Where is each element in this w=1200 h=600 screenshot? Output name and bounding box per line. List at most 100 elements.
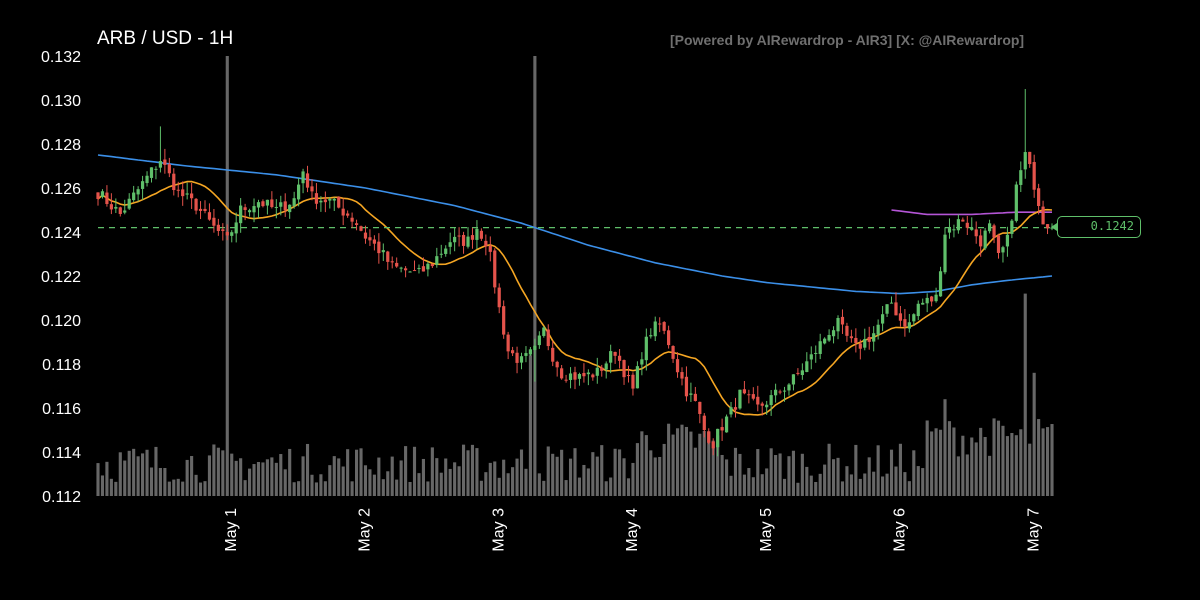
volume-bar: [626, 478, 631, 496]
candle: [760, 401, 764, 416]
candle-body: [337, 196, 341, 208]
candle: [457, 227, 461, 247]
candle-body: [791, 374, 796, 385]
volume-bar: [533, 56, 537, 496]
candle-body: [582, 372, 586, 377]
y-tick-label: 0.130: [41, 93, 81, 110]
candle: [898, 306, 903, 327]
candle-body: [314, 193, 319, 204]
candle-body: [782, 390, 787, 392]
candle-body: [475, 228, 479, 240]
candle: [377, 233, 381, 264]
candle-body: [747, 394, 751, 396]
volume-bar: [742, 474, 746, 496]
candle: [274, 199, 278, 219]
candle: [791, 374, 796, 391]
candle-body: [707, 431, 711, 443]
volume-bar: [867, 457, 871, 496]
candle-body: [198, 208, 203, 211]
volume-bar: [756, 449, 760, 496]
candle-body: [916, 303, 920, 317]
candle: [591, 373, 595, 381]
candle-body: [551, 347, 555, 362]
candle-body: [987, 223, 992, 232]
volume-bar: [506, 473, 510, 496]
candle: [925, 293, 929, 313]
candle-body: [880, 314, 885, 324]
candle: [515, 346, 519, 374]
candle: [399, 266, 403, 273]
candle: [403, 266, 408, 278]
volume-bar: [832, 459, 836, 496]
volume-bar: [622, 458, 626, 496]
candle-body: [1001, 247, 1005, 253]
volume-bar: [551, 453, 555, 496]
candle: [818, 333, 822, 360]
candle-body: [947, 228, 952, 233]
candle-body: [778, 391, 782, 393]
candle-body: [952, 229, 956, 231]
volume-bar: [1001, 425, 1005, 496]
candle-body: [341, 208, 345, 216]
volume-bar: [528, 355, 532, 496]
candle-body: [671, 346, 675, 359]
volume-bar: [1045, 427, 1050, 496]
volume-bar: [221, 450, 225, 496]
candle-body: [354, 223, 359, 225]
y-tick-label: 0.126: [41, 181, 81, 198]
volume-bar: [609, 477, 613, 496]
candle-body: [711, 441, 715, 449]
candle: [105, 185, 109, 207]
candle-body: [439, 253, 443, 255]
volume-bar: [109, 478, 113, 496]
volume-bar: [952, 427, 956, 496]
candle-body: [435, 256, 439, 265]
y-tick-label: 0.118: [42, 357, 81, 374]
candle-body: [305, 173, 310, 188]
volume-bar: [190, 456, 194, 496]
candle: [987, 219, 992, 234]
candle: [617, 349, 622, 369]
candle: [1023, 89, 1027, 179]
candle: [582, 363, 586, 383]
candle-body: [252, 206, 256, 213]
x-axis: May 1 May 2 May 3 May 4 May 5 May 6 May 7: [223, 508, 1043, 552]
candle: [577, 372, 582, 386]
candle: [426, 261, 430, 277]
volume-bar: [702, 431, 706, 496]
candle-body: [787, 384, 791, 391]
candle-body: [1037, 188, 1041, 206]
candle: [858, 339, 862, 360]
candle: [840, 309, 845, 334]
volume-bar: [635, 443, 639, 496]
candle: [212, 208, 216, 233]
volume-bar: [444, 458, 448, 496]
volume-bar: [876, 445, 880, 496]
candle: [314, 183, 319, 210]
volume-bar: [457, 466, 461, 496]
volume-bar: [863, 473, 867, 496]
volume-bar: [1023, 293, 1027, 496]
volume-bar: [430, 447, 434, 496]
volume-bar: [809, 475, 813, 496]
candle: [198, 201, 203, 220]
candle-body: [818, 341, 822, 354]
volume-bar: [265, 459, 269, 496]
volume-bar: [1014, 435, 1018, 496]
candle: [475, 220, 479, 250]
volume-bar: [412, 446, 417, 496]
volume-bar: [243, 480, 247, 496]
candle: [136, 186, 140, 202]
candle: [252, 198, 256, 223]
candle: [519, 352, 524, 370]
candle: [983, 227, 987, 251]
candle-body: [591, 374, 595, 378]
volume-bar: [225, 56, 229, 496]
volume-bar: [573, 448, 577, 496]
candle-body: [412, 270, 417, 272]
candle-body: [760, 403, 764, 406]
candle-body: [221, 229, 225, 231]
candle: [1005, 226, 1010, 257]
volume-bar: [961, 435, 965, 496]
candle-body: [555, 361, 559, 368]
